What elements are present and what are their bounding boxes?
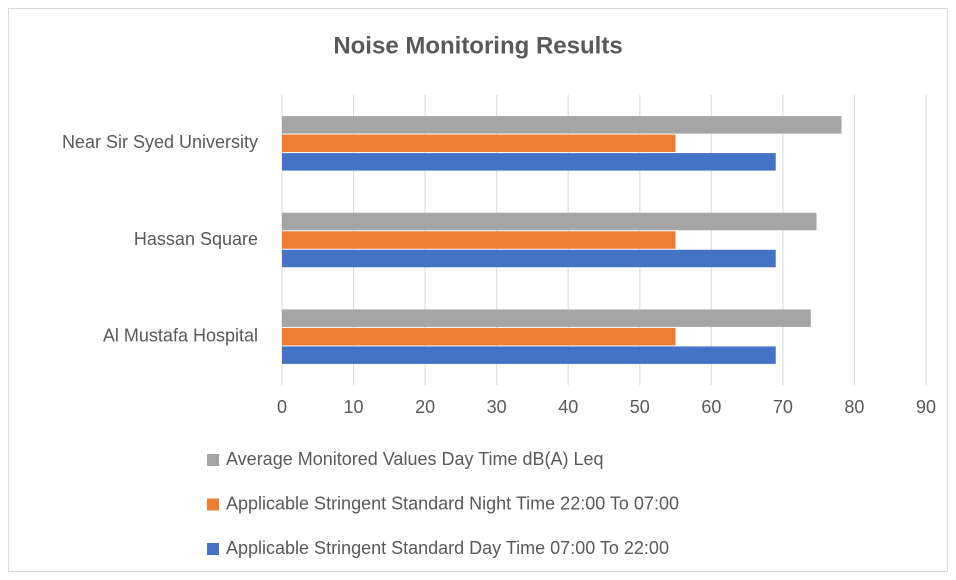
y-tick-label: Hassan Square (134, 229, 258, 249)
x-tick-label: 90 (916, 397, 936, 417)
chart-title: Noise Monitoring Results (333, 32, 622, 59)
legend-label: Applicable Stringent Standard Day Time 0… (226, 538, 669, 558)
x-tick-label: 60 (701, 397, 721, 417)
bar (282, 249, 776, 268)
legend-label: Applicable Stringent Standard Night Time… (226, 493, 679, 513)
y-tick-label: Near Sir Syed University (62, 132, 258, 152)
chart-border (8, 8, 948, 572)
x-tick-label: 80 (844, 397, 864, 417)
bar (282, 346, 776, 364)
y-tick-label: Al Mustafa Hospital (103, 325, 258, 345)
legend-swatch (207, 498, 219, 511)
x-tick-label: 20 (415, 397, 435, 417)
bar (282, 116, 842, 134)
bar (282, 212, 817, 231)
legend-swatch (207, 543, 219, 555)
bar (282, 231, 676, 249)
x-tick-label: 70 (773, 397, 793, 417)
bar (282, 327, 676, 346)
legend-swatch (207, 454, 219, 466)
x-tick-label: 40 (558, 397, 578, 417)
x-tick-label: 0 (277, 397, 287, 417)
x-tick-label: 50 (630, 397, 650, 417)
bar (282, 134, 676, 153)
bar (282, 153, 776, 171)
legend-label: Average Monitored Values Day Time dB(A) … (226, 449, 604, 469)
x-tick-label: 10 (344, 397, 364, 417)
bar (282, 309, 811, 327)
x-tick-label: 30 (487, 397, 507, 417)
